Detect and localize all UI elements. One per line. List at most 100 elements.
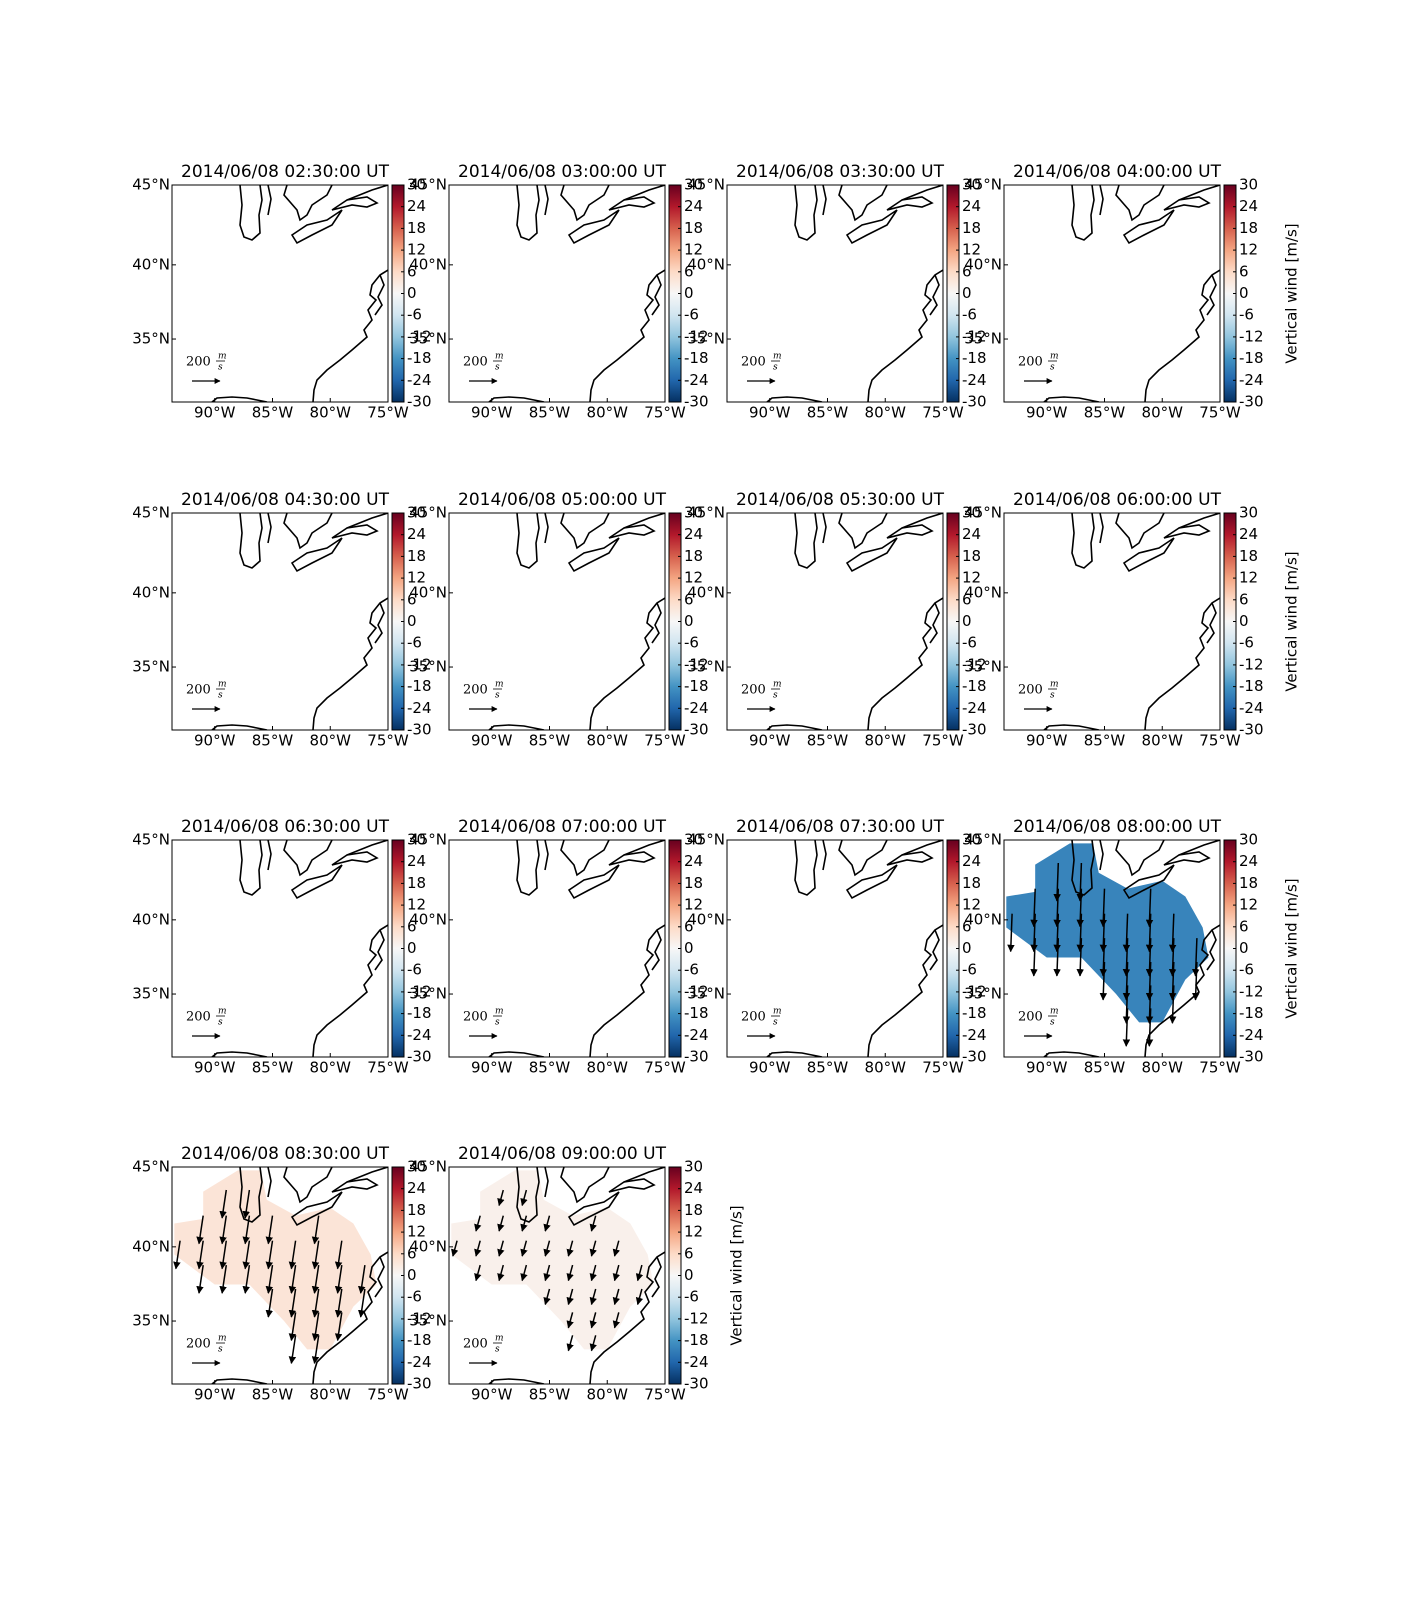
x-tick-label: 90°W (471, 404, 513, 422)
colorbar-tick-label: -18 (684, 1331, 709, 1349)
wind-arrow (1122, 1008, 1131, 1047)
colorbar-tick-label: -6 (407, 306, 422, 324)
x-tick-label: 75°W (644, 732, 686, 750)
colorbar-tick-label: -6 (962, 306, 977, 324)
y-tick-label: 45°N (687, 176, 725, 194)
colorbar-tick-label: 24 (684, 197, 703, 215)
quiver-key-unit-bottom: s (495, 1345, 500, 1355)
colorbar-tick-label: -30 (684, 1375, 709, 1393)
colorbar-tick-label: 6 (1239, 590, 1249, 608)
quiver-key-unit-bottom: s (218, 691, 223, 701)
colorbar-tick-label: -30 (407, 393, 432, 411)
y-tick-label: 45°N (409, 504, 447, 522)
wind-arrow (1099, 961, 1108, 1001)
colorbar-tick-label: 0 (407, 1266, 417, 1284)
x-tick-label: 85°W (252, 1059, 294, 1077)
x-tick-label: 80°W (310, 732, 352, 750)
y-tick-label: 35°N (964, 658, 1002, 676)
x-tick-label: 75°W (644, 1059, 686, 1077)
wind-arrow (1030, 888, 1038, 928)
wind-arrow (474, 1240, 482, 1257)
colorbar-tick-label: 6 (407, 262, 417, 280)
colorbar-tick-label: 12 (962, 241, 981, 259)
colorbar-label: Vertical wind [m/s] (1283, 223, 1301, 363)
x-tick-label: 75°W (1199, 1059, 1241, 1077)
map-frame (171, 839, 389, 1058)
colorbar-tick-label: -18 (684, 677, 709, 695)
wind-arrow (242, 1240, 251, 1270)
map-area (211, 185, 388, 402)
map-frame (448, 1166, 666, 1385)
x-tick-label: 85°W (529, 404, 571, 422)
map-area (488, 840, 665, 1057)
x-tick-label: 75°W (922, 404, 964, 422)
colorbar-tick-label: -24 (962, 699, 987, 717)
panel-title: 2014/06/08 05:00:00 UT (458, 490, 667, 510)
x-tick-label: 80°W (865, 1059, 907, 1077)
x-tick-label: 75°W (367, 1059, 409, 1077)
colorbar-tick-label: 0 (684, 284, 694, 302)
coastline (488, 840, 665, 1057)
wind-arrow (635, 1288, 644, 1306)
y-tick-label: 45°N (409, 831, 447, 849)
quiver-key-unit-top: m (495, 1007, 504, 1017)
x-tick-label: 85°W (1084, 732, 1126, 750)
colorbar-tick-label: 6 (1239, 262, 1249, 280)
map-panel: 2014/06/08 06:00:00 UT 200 ms 90°W 85°W 80°W 7… (964, 490, 1300, 750)
colorbar-tick-label: -18 (407, 349, 432, 367)
wind-arrow (1192, 961, 1200, 1001)
colorbar-tick-label: 18 (684, 547, 703, 565)
colorbar-tick-label: 18 (962, 874, 981, 892)
colorbar-tick-label: -30 (407, 721, 432, 739)
colorbar-tick-label: -18 (1239, 677, 1264, 695)
quiver-key-unit-bottom: s (218, 1018, 223, 1028)
quiver-key-unit-bottom: s (1050, 363, 1055, 373)
wind-arrow (589, 1335, 597, 1352)
map-frame (726, 512, 944, 731)
colorbar-tick-label: 12 (684, 1223, 703, 1241)
map-area (211, 840, 388, 1057)
quiver-key-unit-top: m (773, 1007, 782, 1017)
y-tick-label: 35°N (409, 985, 447, 1003)
colorbar-tick-label: 18 (684, 219, 703, 237)
colorbar-tick-label: -30 (1239, 1048, 1264, 1066)
x-tick-label: 80°W (587, 1386, 629, 1404)
colorbar-tick-label: -12 (962, 982, 987, 1000)
colorbar-tick-label: 24 (962, 197, 981, 215)
quiver-key-value: 200 (1018, 683, 1043, 698)
x-tick-label: 80°W (310, 1386, 352, 1404)
colorbar-tick-label: -18 (407, 1004, 432, 1022)
colorbar-tick-label: 18 (962, 547, 981, 565)
map-area (211, 513, 388, 730)
colorbar-tick-label: -30 (684, 721, 709, 739)
wind-arrow (1122, 938, 1131, 977)
colorbar-tick-label: -6 (1239, 634, 1254, 652)
y-tick-label: 40°N (132, 910, 170, 928)
x-tick-label: 90°W (471, 732, 513, 750)
colorbar-tick-label: 30 (407, 831, 426, 849)
y-tick-label: 40°N (409, 1237, 447, 1255)
wind-arrow (612, 1240, 620, 1257)
panel-title: 2014/06/08 04:00:00 UT (1013, 162, 1222, 182)
colorbar-tick-label: 30 (407, 176, 426, 194)
colorbar-tick-label: -30 (1239, 721, 1264, 739)
map-panel: 2014/06/08 05:00:00 UT 200 ms 90°W 85°W 80°W 7… (409, 490, 708, 750)
colorbar-tick-label: -12 (962, 655, 987, 673)
map-panel: 2014/06/08 08:30:00 UT 200 ms 90°W 85°W 80°W 7… (132, 1144, 431, 1404)
map-frame (171, 512, 389, 731)
x-tick-label: 90°W (194, 1386, 236, 1404)
colorbar-tick-label: 30 (1239, 504, 1258, 522)
map-panel: 2014/06/08 05:30:00 UT 200 ms 90°W 85°W 80°W 7… (687, 490, 986, 750)
wind-arrow (1053, 862, 1061, 902)
colorbar-tick-label: -18 (407, 677, 432, 695)
colorbar-tick-label: -12 (1239, 982, 1264, 1000)
colorbar-tick-label: -18 (684, 349, 709, 367)
colorbar-label: Vertical wind [m/s] (1283, 878, 1301, 1018)
x-tick-label: 90°W (1026, 404, 1068, 422)
wind-arrow (1076, 862, 1084, 902)
y-tick-label: 40°N (132, 583, 170, 601)
y-tick-label: 35°N (964, 330, 1002, 348)
quiver-key-unit-bottom: s (773, 691, 778, 701)
x-tick-label: 90°W (1026, 1059, 1068, 1077)
map-panel: 2014/06/08 03:00:00 UT 200 ms 90°W 85°W 80°W 7… (409, 162, 708, 422)
